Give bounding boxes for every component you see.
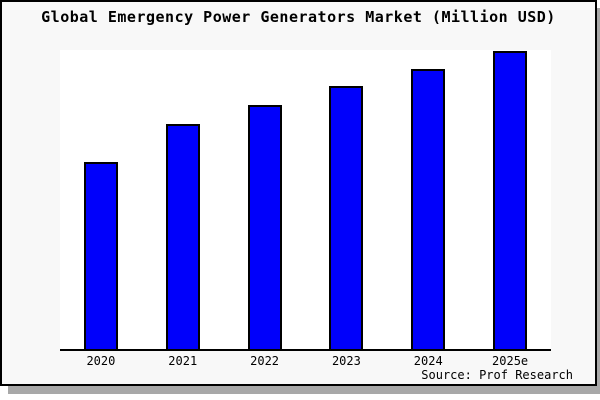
x-tick-label-2024: 2024 <box>413 354 443 368</box>
bar-2021 <box>165 124 200 349</box>
x-tick-label-2021: 2021 <box>168 354 198 368</box>
chart-title: Global Emergency Power Generators Market… <box>41 8 556 26</box>
source-note: Source: Prof Research <box>421 368 573 382</box>
x-tick-label-2022: 2022 <box>250 354 280 368</box>
bar-2025e <box>493 50 528 349</box>
x-tick-label-2020: 2020 <box>86 354 116 368</box>
bar-2022 <box>247 105 282 349</box>
bar-2020 <box>83 161 118 349</box>
chart-frame: Global Emergency Power Generators Market… <box>0 0 597 386</box>
bar-2023 <box>329 86 364 349</box>
x-axis-labels: 2020 2021 2022 2023 2024 2025e <box>60 354 551 370</box>
plot-area <box>60 50 551 351</box>
bar-2024 <box>411 68 446 349</box>
x-tick-label-2025e: 2025e <box>492 354 529 368</box>
x-tick-label-2023: 2023 <box>331 354 361 368</box>
bars-layer <box>60 50 551 349</box>
